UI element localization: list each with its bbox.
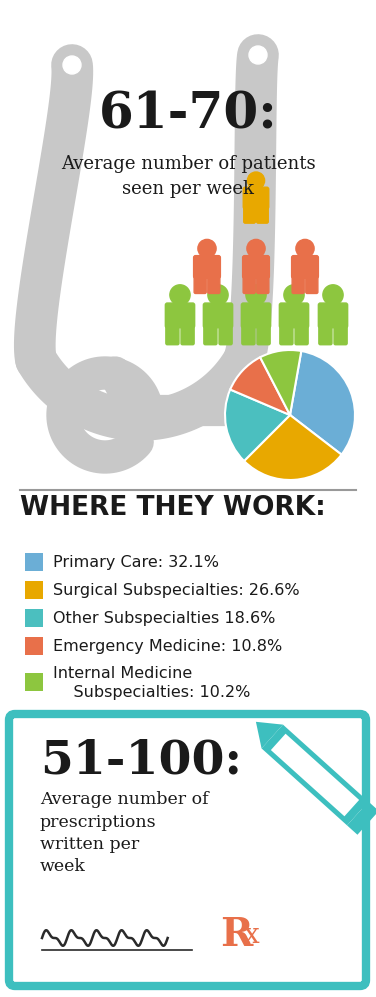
Text: x: x [244,921,260,948]
FancyBboxPatch shape [244,205,255,223]
Circle shape [198,239,216,257]
FancyBboxPatch shape [280,324,293,345]
FancyBboxPatch shape [292,255,318,278]
FancyBboxPatch shape [219,324,232,345]
Wedge shape [230,357,290,415]
FancyBboxPatch shape [203,303,233,328]
FancyBboxPatch shape [165,303,195,328]
Polygon shape [256,722,283,749]
FancyBboxPatch shape [292,275,304,293]
FancyBboxPatch shape [25,637,43,655]
Text: Emergency Medicine: 10.8%: Emergency Medicine: 10.8% [53,638,282,653]
FancyBboxPatch shape [166,324,179,345]
Text: WHERE THEY WORK:: WHERE THEY WORK: [20,495,326,521]
Wedge shape [225,390,290,461]
FancyBboxPatch shape [306,275,318,293]
FancyBboxPatch shape [295,324,308,345]
Circle shape [249,46,267,64]
FancyBboxPatch shape [241,303,271,328]
Text: Primary Care: 32.1%: Primary Care: 32.1% [53,554,219,569]
Circle shape [170,285,190,305]
Text: prescriptions: prescriptions [40,814,157,831]
FancyBboxPatch shape [194,275,206,293]
Circle shape [240,37,276,73]
Circle shape [247,239,265,257]
FancyBboxPatch shape [257,205,268,223]
Text: 61-70:: 61-70: [99,91,277,140]
Circle shape [208,285,228,305]
Text: Surgical Subspecialties: 26.6%: Surgical Subspecialties: 26.6% [53,582,300,597]
Wedge shape [244,415,341,480]
FancyBboxPatch shape [243,255,269,278]
FancyBboxPatch shape [243,275,255,293]
FancyBboxPatch shape [242,324,255,345]
Text: Subspecialties: 10.2%: Subspecialties: 10.2% [53,685,250,700]
Circle shape [323,285,343,305]
Polygon shape [271,734,359,817]
FancyBboxPatch shape [25,609,43,627]
Text: R: R [220,916,252,954]
FancyBboxPatch shape [25,553,43,571]
FancyBboxPatch shape [25,673,43,691]
Wedge shape [260,350,301,415]
Circle shape [63,56,81,74]
Text: written per: written per [40,835,139,852]
Text: 51-100:: 51-100: [40,737,242,783]
Polygon shape [262,725,368,826]
Circle shape [284,285,304,305]
FancyBboxPatch shape [9,714,366,986]
FancyBboxPatch shape [194,255,220,278]
FancyBboxPatch shape [257,275,269,293]
FancyBboxPatch shape [204,324,217,345]
FancyBboxPatch shape [181,324,194,345]
Circle shape [296,239,314,257]
Wedge shape [290,351,355,455]
FancyBboxPatch shape [279,303,309,328]
Text: Internal Medicine: Internal Medicine [53,667,192,682]
Circle shape [247,172,265,189]
FancyBboxPatch shape [319,324,332,345]
FancyBboxPatch shape [257,324,270,345]
FancyBboxPatch shape [334,324,347,345]
Circle shape [246,285,266,305]
FancyBboxPatch shape [243,187,269,208]
Text: week: week [40,857,86,874]
Text: Other Subspecialties 18.6%: Other Subspecialties 18.6% [53,610,275,625]
FancyBboxPatch shape [318,303,348,328]
Polygon shape [347,802,376,834]
Text: Average number of: Average number of [40,792,209,809]
FancyBboxPatch shape [25,581,43,599]
FancyBboxPatch shape [208,275,220,293]
Text: Average number of patients
seen per week: Average number of patients seen per week [61,155,315,198]
Circle shape [54,47,90,83]
